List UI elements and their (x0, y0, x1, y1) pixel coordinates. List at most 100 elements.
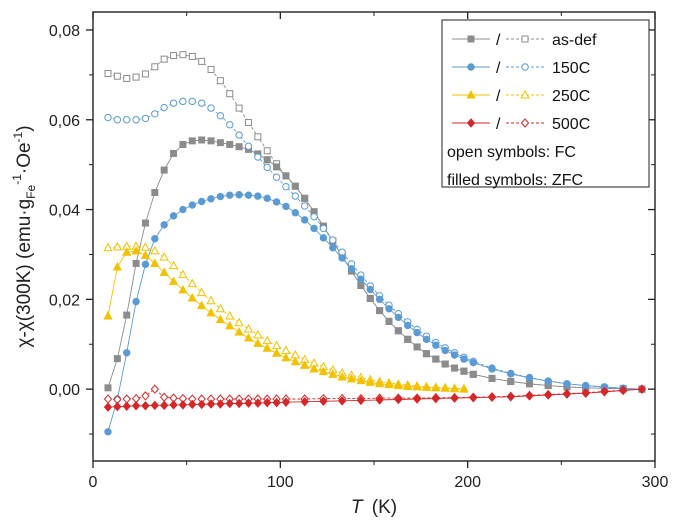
data-point-zfc (178, 400, 188, 410)
x-axis-label: T (351, 497, 364, 518)
data-point-zfc (123, 311, 131, 319)
data-point-zfc (132, 259, 140, 267)
series-line-zfc (107, 194, 642, 432)
data-point-zfc (207, 137, 215, 145)
data-point-fc (151, 110, 159, 118)
y-axis-label-close: ) (14, 125, 35, 131)
legend-marker-zfc (466, 118, 476, 128)
legend-entry-150C: / 150C (452, 60, 590, 77)
data-point-zfc (374, 378, 385, 388)
data-point-zfc (319, 396, 328, 407)
data-point-zfc (271, 348, 282, 357)
data-point-zfc (412, 394, 422, 404)
y-axis-label-sup: -1 (10, 174, 24, 185)
x-tick-label: 100 (267, 474, 294, 491)
data-point-zfc (459, 384, 469, 393)
data-point-zfc (441, 346, 449, 355)
data-point-zfc (235, 191, 243, 199)
data-point-zfc (197, 399, 206, 410)
data-point-zfc (234, 398, 244, 409)
data-point-zfc (376, 307, 384, 315)
data-point-zfc (140, 250, 151, 259)
data-point-fc (281, 345, 291, 355)
data-point-fc (188, 97, 196, 106)
data-point-zfc (328, 369, 338, 378)
data-point-zfc (365, 377, 375, 386)
data-point-zfc (366, 285, 374, 294)
data-point-zfc (506, 392, 515, 402)
data-point-zfc (290, 356, 300, 366)
data-point-fc (150, 384, 159, 394)
legend-marker-fc (521, 35, 529, 43)
data-point-zfc (263, 397, 272, 408)
data-point-fc (225, 310, 235, 320)
data-point-zfc (300, 360, 310, 369)
data-point-fc (234, 317, 244, 327)
data-point-zfc (263, 156, 271, 164)
legend-label: 150C (552, 60, 590, 77)
data-point-zfc (450, 393, 459, 403)
data-point-zfc (460, 355, 468, 363)
y-tick-label: 0,06 (49, 113, 80, 130)
data-point-zfc (449, 383, 460, 393)
legend-separator: / (496, 60, 501, 77)
data-point-zfc (337, 371, 347, 381)
data-point-fc (169, 99, 178, 107)
data-point-zfc (507, 378, 515, 386)
data-point-zfc (178, 284, 188, 294)
data-point-zfc (206, 399, 216, 409)
data-point-fc (160, 392, 169, 403)
data-point-zfc (262, 343, 272, 352)
data-point-zfc (141, 219, 149, 227)
x-axis-unit: (K) (372, 497, 397, 518)
y-tick-label: 0,02 (49, 292, 80, 309)
y-axis-label-sub: Fe (24, 184, 38, 198)
data-point-zfc (207, 195, 215, 203)
data-point-zfc (329, 244, 337, 252)
data-point-fc (243, 323, 254, 333)
data-point-zfc (300, 216, 309, 224)
data-point-fc (123, 74, 131, 82)
data-point-fc (168, 260, 179, 270)
data-point-zfc (291, 209, 300, 217)
data-point-zfc (168, 276, 179, 285)
y-axis-label-sup2: -1 (11, 131, 25, 142)
data-point-zfc (263, 194, 271, 203)
data-point-fc (235, 131, 243, 139)
data-point-zfc (179, 140, 187, 148)
data-point-fc (244, 118, 252, 126)
x-tick-label: 300 (642, 474, 669, 491)
data-point-fc (254, 153, 262, 161)
data-point-zfc (187, 292, 197, 302)
data-point-zfc (132, 297, 140, 306)
data-point-fc (271, 340, 282, 350)
data-point-zfc (151, 235, 159, 243)
legend-note-fc: open symbols: FC (447, 144, 576, 161)
data-point-fc (187, 278, 197, 288)
data-point-fc (123, 116, 131, 124)
data-point-zfc (301, 194, 309, 202)
data-point-zfc (440, 383, 450, 392)
legend-marker-zfc (466, 89, 476, 99)
data-point-zfc (356, 375, 366, 385)
data-point-zfc (385, 317, 393, 325)
data-point-zfc (244, 191, 253, 199)
data-point-zfc (422, 335, 431, 344)
data-point-zfc (431, 382, 441, 392)
data-point-zfc (160, 400, 169, 411)
data-point-zfc (122, 247, 132, 256)
data-point-zfc (235, 143, 243, 151)
legend-separator: / (496, 88, 501, 105)
data-point-zfc (131, 401, 141, 411)
data-point-zfc (469, 392, 478, 403)
series-line-fc (107, 388, 642, 400)
data-point-fc (179, 51, 187, 59)
data-point-zfc (103, 310, 113, 320)
data-point-zfc (282, 202, 290, 211)
data-point-zfc (544, 390, 553, 400)
data-point-zfc (225, 398, 234, 409)
plot-frame (92, 11, 656, 462)
data-point-fc (207, 104, 215, 112)
data-point-zfc (141, 401, 150, 411)
